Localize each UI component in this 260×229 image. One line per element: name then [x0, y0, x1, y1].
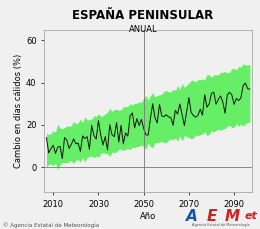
Text: et: et: [244, 211, 257, 221]
Text: ANUAL: ANUAL: [129, 25, 157, 34]
Text: © Agencia Estatal de Meteorología: © Agencia Estatal de Meteorología: [3, 222, 99, 228]
Text: E: E: [207, 209, 217, 224]
Text: Agencia Estatal de Meteorología: Agencia Estatal de Meteorología: [192, 223, 250, 227]
Text: M: M: [225, 209, 240, 224]
Text: A: A: [186, 209, 198, 224]
X-axis label: Año: Año: [140, 212, 156, 221]
Y-axis label: Cambio en días cálidos (%): Cambio en días cálidos (%): [14, 54, 23, 168]
Text: ESPAÑA PENINSULAR: ESPAÑA PENINSULAR: [72, 9, 214, 22]
